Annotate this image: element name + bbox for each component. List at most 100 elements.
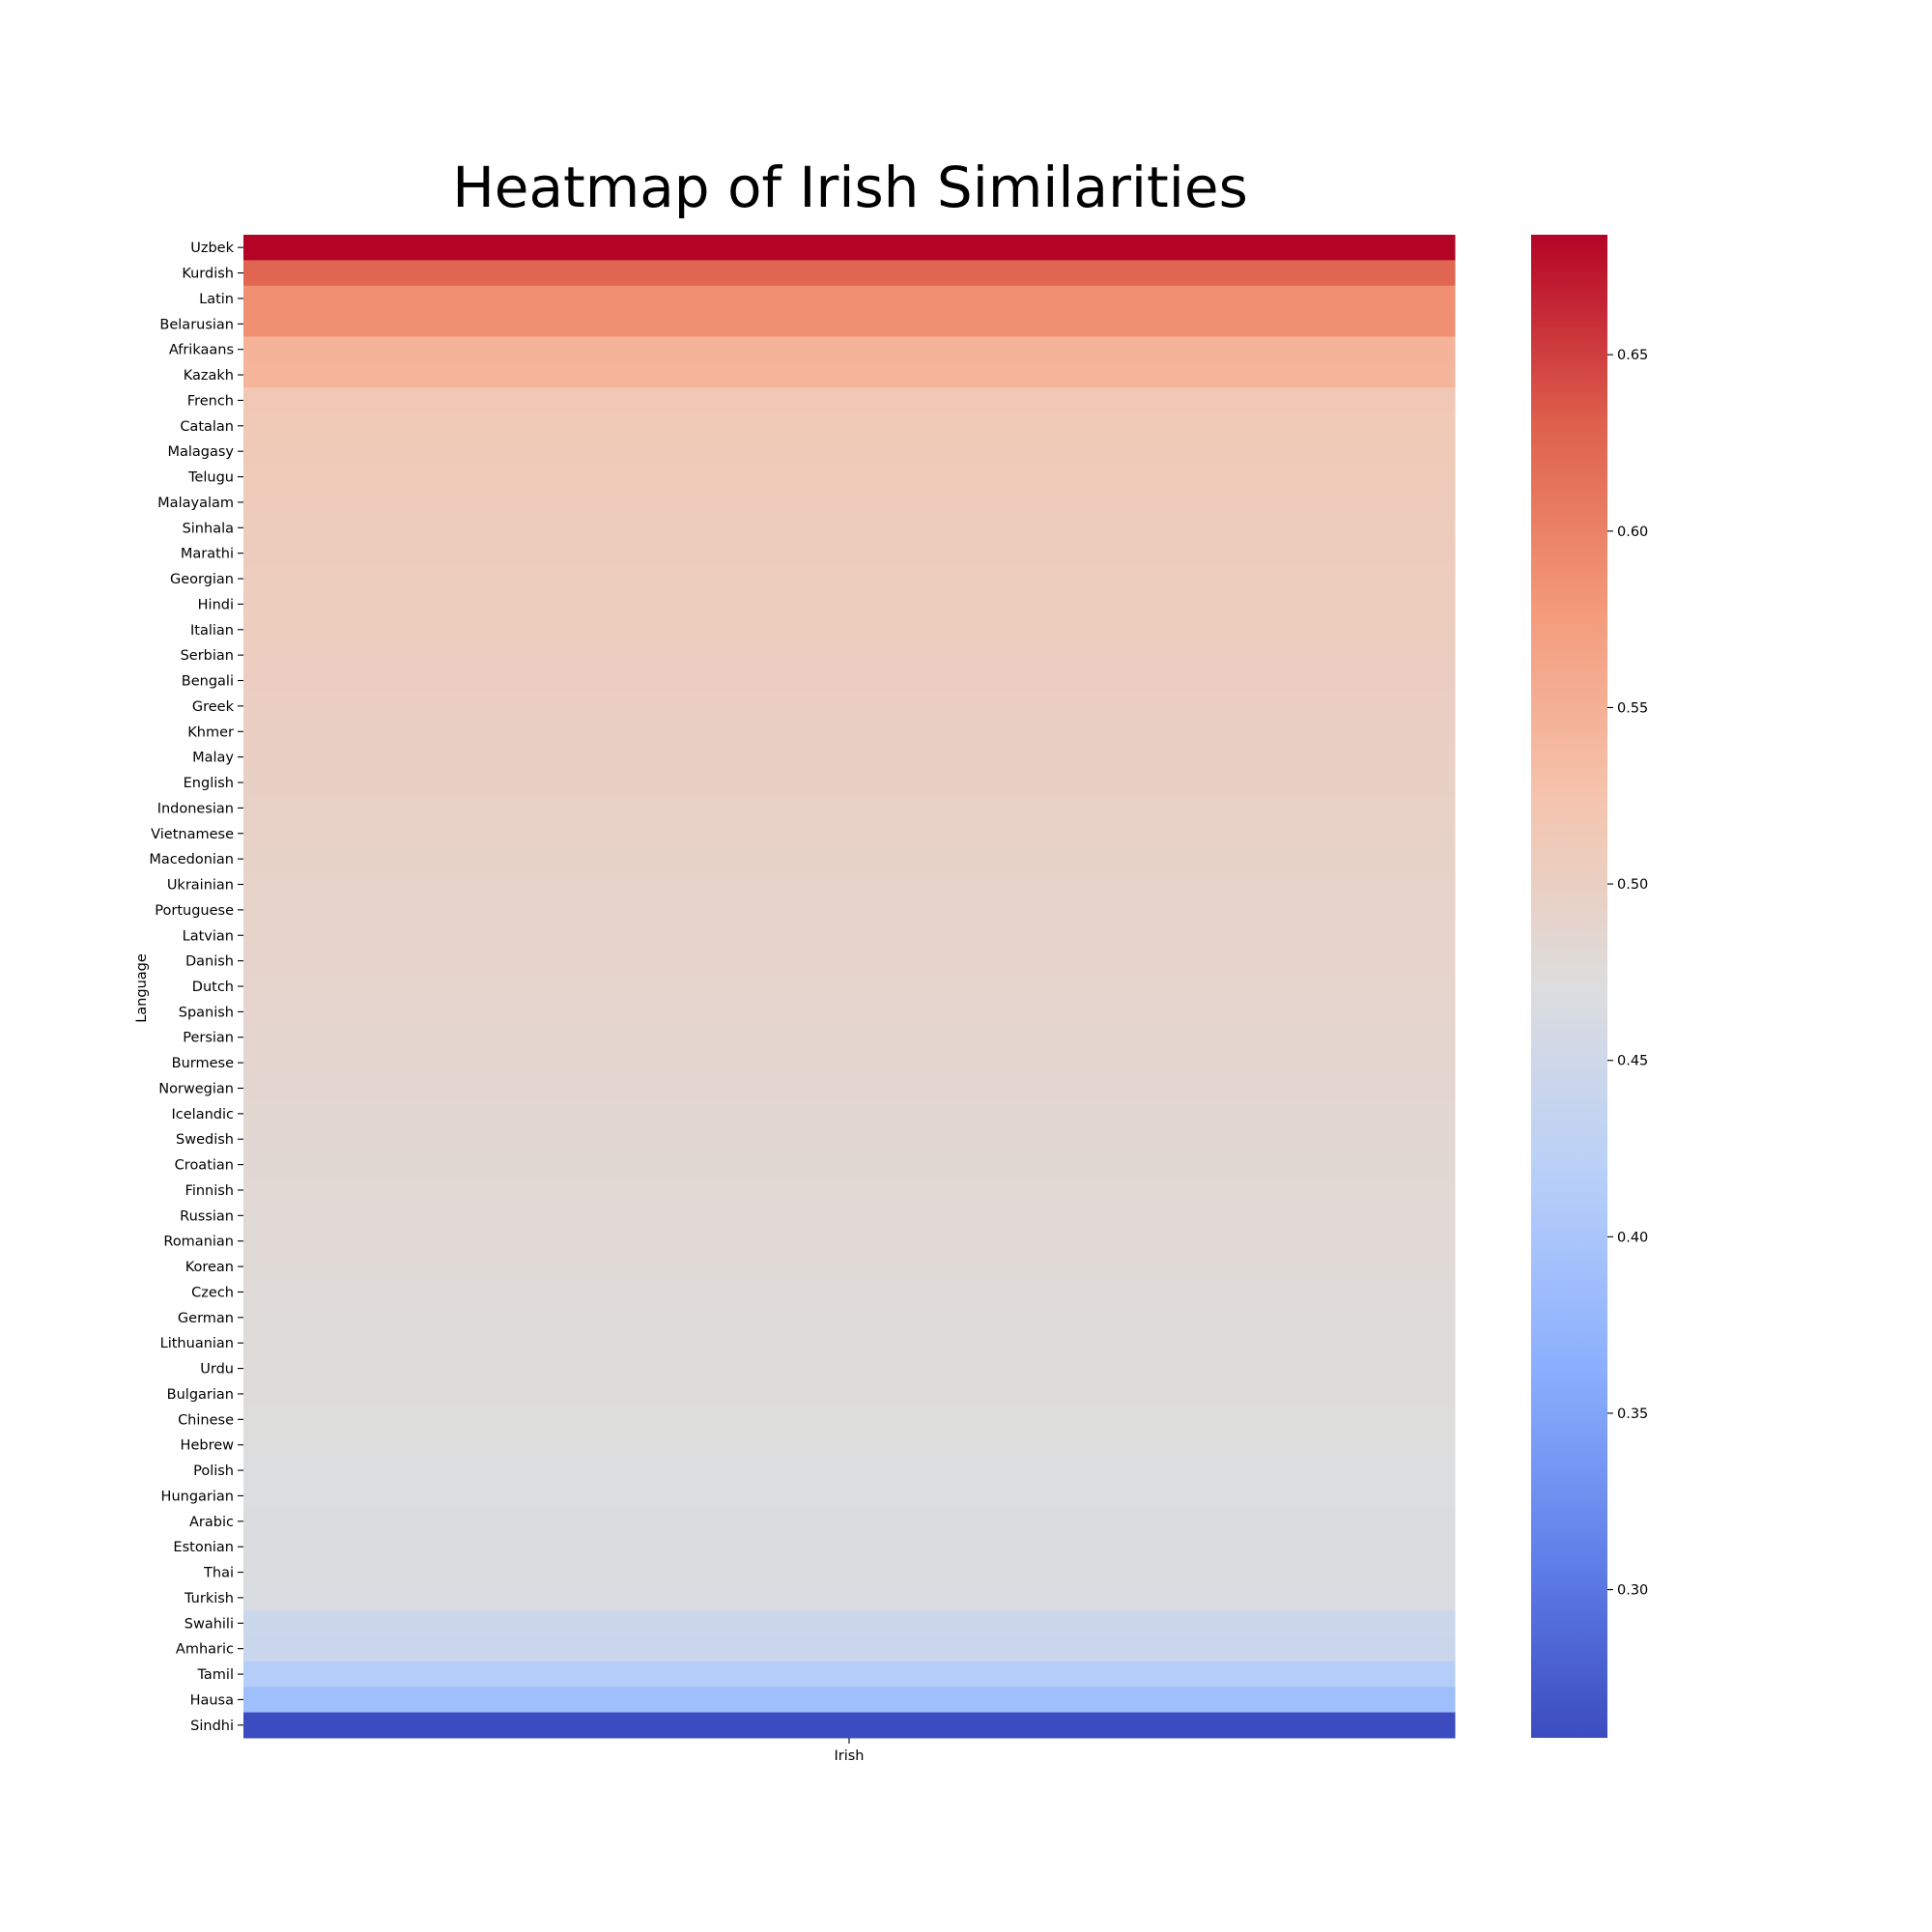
y-axis-label: Language [134, 953, 150, 1023]
heatmap-cell [243, 845, 1456, 872]
y-tick-label: Korean [185, 1260, 234, 1275]
heatmap-cell [243, 489, 1456, 516]
heatmap-cell [243, 871, 1456, 898]
colorbar-tick-label: 0.60 [1617, 525, 1648, 540]
heatmap-cell [243, 1049, 1456, 1076]
heatmap-cell [243, 515, 1456, 541]
y-tick-label: Kurdish [182, 267, 234, 282]
y-tick-label: Polish [193, 1463, 234, 1479]
y-tick-label: Persian [183, 1031, 234, 1046]
heatmap-cell [243, 1406, 1456, 1434]
y-tick-label: Tamil [196, 1667, 234, 1683]
heatmap-cell [243, 999, 1456, 1026]
heatmap-cell [243, 693, 1456, 720]
heatmap-cell [243, 1330, 1456, 1356]
y-tick-label: Kazakh [184, 368, 234, 384]
heatmap-cell [243, 1355, 1456, 1382]
x-tick-label: Irish [834, 1748, 864, 1764]
colorbar [1531, 235, 1607, 1738]
colorbar-tick-label: 0.40 [1617, 1230, 1648, 1245]
heatmap-cell [243, 311, 1456, 337]
y-tick-label: Catalan [180, 419, 234, 435]
x-axis-ticks: Irish [834, 1738, 865, 1764]
y-tick-label: French [187, 393, 234, 409]
heatmap-cell [243, 1508, 1456, 1535]
y-tick-label: Marathi [181, 547, 234, 562]
y-tick-label: Hausa [190, 1692, 234, 1708]
y-tick-label: Portuguese [155, 903, 234, 919]
heatmap-cell [243, 1253, 1456, 1280]
y-tick-label: Russian [180, 1208, 234, 1224]
y-tick-label: Spanish [179, 1005, 234, 1020]
heatmap-cell [243, 1635, 1456, 1662]
heatmap-cell [243, 1177, 1456, 1204]
y-tick-label: Indonesian [157, 801, 234, 816]
y-tick-label: Afrikaans [169, 343, 234, 358]
y-tick-label: Lithuanian [160, 1336, 234, 1351]
heatmap-cell [243, 641, 1456, 668]
y-tick-label: Croatian [175, 1158, 234, 1174]
heatmap-cell [243, 438, 1456, 465]
heatmap-cell [243, 387, 1456, 414]
heatmap-cell [243, 719, 1456, 745]
heatmap-cell [243, 540, 1456, 567]
y-tick-label: Bengali [182, 674, 234, 690]
y-tick-label: Sindhi [190, 1719, 234, 1734]
heatmap-cell [243, 923, 1456, 949]
heatmap-cell [243, 668, 1456, 695]
heatmap-cell [243, 235, 1456, 261]
y-tick-label: Hindi [198, 597, 234, 612]
heatmap-cell [243, 336, 1456, 363]
y-tick-label: Vietnamese [151, 827, 234, 842]
heatmap-cell [243, 795, 1456, 822]
y-tick-label: Norwegian [158, 1081, 234, 1096]
heatmap-cell [243, 1534, 1456, 1560]
chart-title: Heatmap of Irish Similarities [452, 155, 1248, 220]
y-tick-label: Serbian [181, 648, 234, 664]
heatmap-cell [243, 1203, 1456, 1230]
y-axis-ticks: Uzbek Kurdish Latin Belarusian Afrikaans Kaza… [149, 241, 243, 1734]
heatmap-cell [243, 260, 1456, 287]
colorbar-tick-label: 0.65 [1617, 348, 1648, 363]
heatmap-cell [243, 820, 1456, 847]
y-tick-label: Swahili [185, 1616, 234, 1632]
heatmap-cell [243, 1075, 1456, 1102]
colorbar-tick-label: 0.35 [1617, 1406, 1648, 1422]
y-tick-label: Latin [199, 292, 234, 307]
heatmap-cell [243, 744, 1456, 771]
y-tick-label: Thai [203, 1566, 234, 1581]
colorbar-ticks: 0.30 0.35 0.40 0.45 0.50 0.55 0.60 0.65 [1607, 348, 1648, 1599]
y-tick-label: Malay [192, 751, 234, 766]
heatmap-cell [243, 1024, 1456, 1051]
colorbar-tick-label: 0.30 [1617, 1583, 1648, 1599]
y-tick-label: Hebrew [181, 1438, 235, 1454]
y-tick-label: Greek [192, 699, 235, 715]
y-tick-label: Urdu [200, 1362, 234, 1378]
y-tick-label: Finnish [185, 1183, 234, 1199]
colorbar-tick-label: 0.50 [1617, 877, 1648, 893]
y-tick-label: Czech [191, 1285, 234, 1300]
heatmap-cell [243, 1126, 1456, 1152]
heatmap-cell [243, 896, 1456, 923]
y-tick-label: Swedish [176, 1132, 234, 1148]
y-tick-label: Georgian [170, 572, 234, 587]
heatmap-cell [243, 1483, 1456, 1510]
heatmap-cell [243, 1304, 1456, 1331]
y-tick-label: Romanian [163, 1235, 234, 1250]
heatmap-cell [243, 769, 1456, 796]
y-tick-label: Chinese [178, 1412, 234, 1428]
colorbar-tick-label: 0.45 [1617, 1054, 1648, 1069]
heatmap-cell [243, 591, 1456, 618]
heatmap-cell [243, 464, 1456, 491]
y-tick-label: Burmese [172, 1056, 234, 1071]
y-tick-label: English [184, 776, 234, 791]
heatmap-cell [243, 1661, 1456, 1688]
heatmap-cell [243, 1151, 1456, 1179]
y-tick-label: Italian [190, 623, 234, 639]
heatmap-cell [243, 1279, 1456, 1306]
heatmap-cell [243, 616, 1456, 643]
y-tick-label: Sinhala [183, 521, 234, 536]
heatmap-cells [243, 235, 1456, 1739]
colorbar-tick-label: 0.55 [1617, 700, 1648, 716]
heatmap-cell [243, 1584, 1456, 1611]
